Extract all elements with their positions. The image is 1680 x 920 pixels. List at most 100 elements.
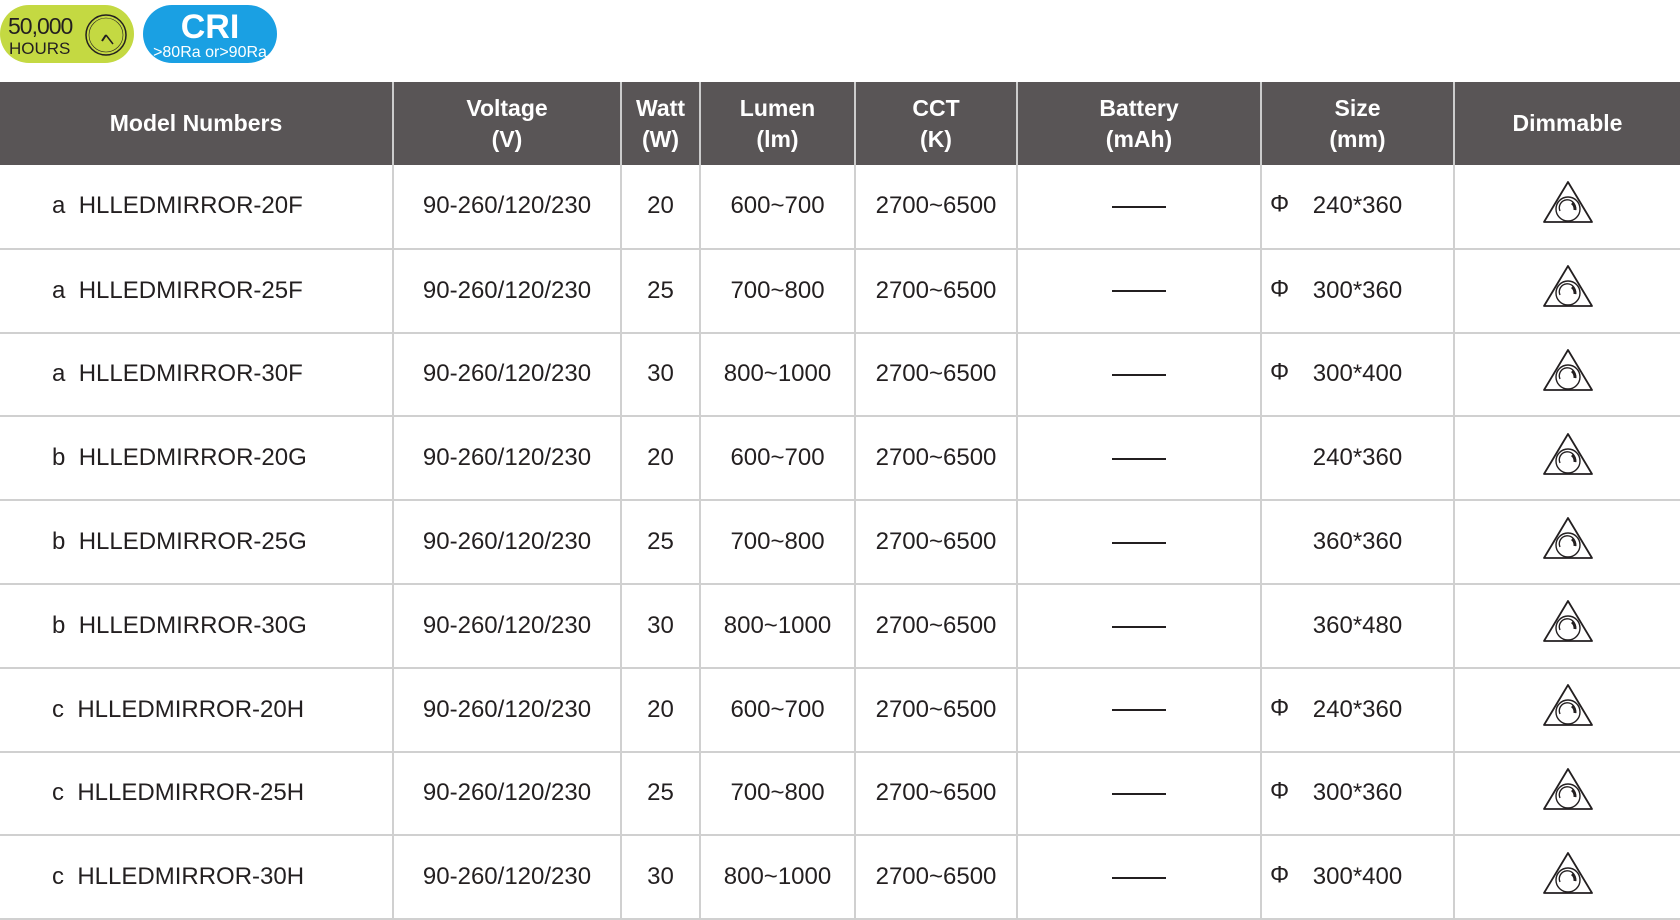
dimmable-icon (1542, 516, 1593, 559)
model-cell: c HLLEDMIRROR-30H (0, 835, 393, 920)
watt-cell: 20 (620, 165, 700, 250)
dimmable-cell (1453, 248, 1680, 334)
table-row: c HLLEDMIRROR-20H 90-260/120/230 20 600~700… (0, 667, 1680, 753)
table-row: a HLLEDMIRROR-30F 90-260/120/230 30 800~100… (0, 332, 1680, 418)
lumen-cell: 700~800 (699, 500, 855, 585)
diameter-symbol: Φ (1270, 190, 1290, 218)
battery-cell (1016, 248, 1261, 334)
cri-badge: CRI >80Ra or>90Ra (143, 5, 277, 63)
header-line: Model Numbers (109, 110, 283, 136)
dimmable-cell (1453, 500, 1680, 585)
model-number: HLLEDMIRROR-30F (78, 360, 303, 388)
voltage-cell: 90-260/120/230 (392, 248, 621, 334)
model-cell: b HLLEDMIRROR-30G (0, 583, 393, 669)
header-line: Size (1334, 94, 1381, 121)
size-value: 360*480 (1312, 611, 1403, 639)
header-line: (lm) (756, 125, 799, 152)
dimmable-icon (1542, 684, 1593, 727)
dash-line (1112, 374, 1166, 377)
size-value: 240*360 (1312, 444, 1403, 472)
table-row: a HLLEDMIRROR-20F 90-260/120/230 20 600~700… (0, 165, 1680, 250)
model-cell: a HLLEDMIRROR-25F (0, 248, 393, 334)
model-type: a (52, 360, 66, 388)
spec-table: Model Numbers Voltage (V) Watt (W) Lumen (lm) C… (0, 82, 1680, 920)
watt-cell: 20 (620, 416, 700, 502)
table-row: a HLLEDMIRROR-25F 90-260/120/230 25 700~800… (0, 248, 1680, 334)
cct-cell: 2700~6500 (854, 248, 1017, 334)
diameter-symbol: Φ (1270, 359, 1290, 387)
cct-cell: 2700~6500 (854, 667, 1017, 753)
header-watt: Watt (W) (620, 82, 700, 165)
cct-cell: 2700~6500 (854, 332, 1017, 418)
size-cell: Φ 240*360 (1260, 667, 1454, 753)
size-value: 240*360 (1312, 695, 1403, 723)
header-battery: Battery (mAh) (1016, 82, 1261, 165)
size-value: 300*400 (1312, 863, 1403, 891)
model-type: b (52, 611, 66, 639)
watt-cell: 30 (620, 583, 700, 669)
battery-cell (1016, 500, 1261, 585)
dimmable-cell (1453, 667, 1680, 753)
model-number: HLLEDMIRROR-25G (78, 528, 307, 556)
voltage-cell: 90-260/120/230 (392, 667, 621, 753)
watt-cell: 25 (620, 248, 700, 334)
model-type: c (52, 695, 64, 723)
model-cell: b HLLEDMIRROR-25G (0, 500, 393, 585)
battery-cell (1016, 835, 1261, 920)
size-value: 240*360 (1312, 192, 1403, 220)
watt-cell: 25 (620, 751, 700, 837)
cct-cell: 2700~6500 (854, 500, 1017, 585)
table-row: b HLLEDMIRROR-20G 90-260/120/230 20 600~700… (0, 416, 1680, 502)
dimmable-cell (1453, 332, 1680, 418)
model-number: HLLEDMIRROR-20G (78, 444, 307, 472)
diameter-symbol: Φ (1270, 275, 1290, 303)
header-line: (V) (491, 125, 523, 152)
header-model: Model Numbers (0, 82, 393, 165)
voltage-cell: 90-260/120/230 (392, 165, 621, 250)
battery-cell (1016, 667, 1261, 753)
size-cell: Φ 300*400 (1260, 835, 1454, 920)
watt-cell: 20 (620, 667, 700, 753)
model-cell: a HLLEDMIRROR-20F (0, 165, 393, 250)
header-dimmable: Dimmable (1453, 82, 1680, 165)
dimmable-icon (1542, 851, 1593, 894)
dash-line (1112, 625, 1166, 628)
watt-cell: 25 (620, 500, 700, 585)
lumen-cell: 800~1000 (699, 583, 855, 669)
model-type: c (52, 863, 64, 891)
size-value: 300*360 (1312, 276, 1403, 304)
diameter-symbol: Φ (1270, 694, 1290, 722)
header-line: Lumen (739, 94, 816, 121)
model-type: b (52, 444, 66, 472)
model-type: b (52, 528, 66, 556)
voltage-cell: 90-260/120/230 (392, 751, 621, 837)
cct-cell: 2700~6500 (854, 165, 1017, 250)
header-line: Dimmable (1512, 110, 1623, 136)
battery-cell (1016, 165, 1261, 250)
model-number: HLLEDMIRROR-30H (77, 863, 305, 891)
cri-title: CRI (180, 8, 240, 46)
dash-line (1112, 709, 1166, 712)
header-line: (K) (920, 125, 952, 152)
lumen-cell: 600~700 (699, 416, 855, 502)
header-line: (W) (641, 125, 680, 152)
dimmable-icon (1542, 265, 1593, 308)
header-line: Battery (1099, 94, 1179, 121)
clock-icon (85, 14, 127, 56)
voltage-cell: 90-260/120/230 (392, 416, 621, 502)
model-number: HLLEDMIRROR-30G (78, 611, 307, 639)
model-type: a (52, 276, 66, 304)
dash-line (1112, 541, 1166, 544)
model-type: a (52, 192, 66, 220)
table-row: c HLLEDMIRROR-30H 90-260/120/230 30 800~100… (0, 835, 1680, 920)
table-row: c HLLEDMIRROR-25H 90-260/120/230 25 700~800… (0, 751, 1680, 837)
voltage-cell: 90-260/120/230 (392, 332, 621, 418)
size-value: 300*400 (1312, 360, 1403, 388)
cri-subtitle: >80Ra or>90Ra (153, 44, 267, 61)
dimmable-cell (1453, 416, 1680, 502)
header-line: Watt (636, 94, 685, 121)
lumen-cell: 700~800 (699, 751, 855, 837)
model-number: HLLEDMIRROR-25F (78, 276, 303, 304)
dash-line (1112, 206, 1166, 209)
table-row: b HLLEDMIRROR-25G 90-260/120/230 25 700~800… (0, 500, 1680, 585)
